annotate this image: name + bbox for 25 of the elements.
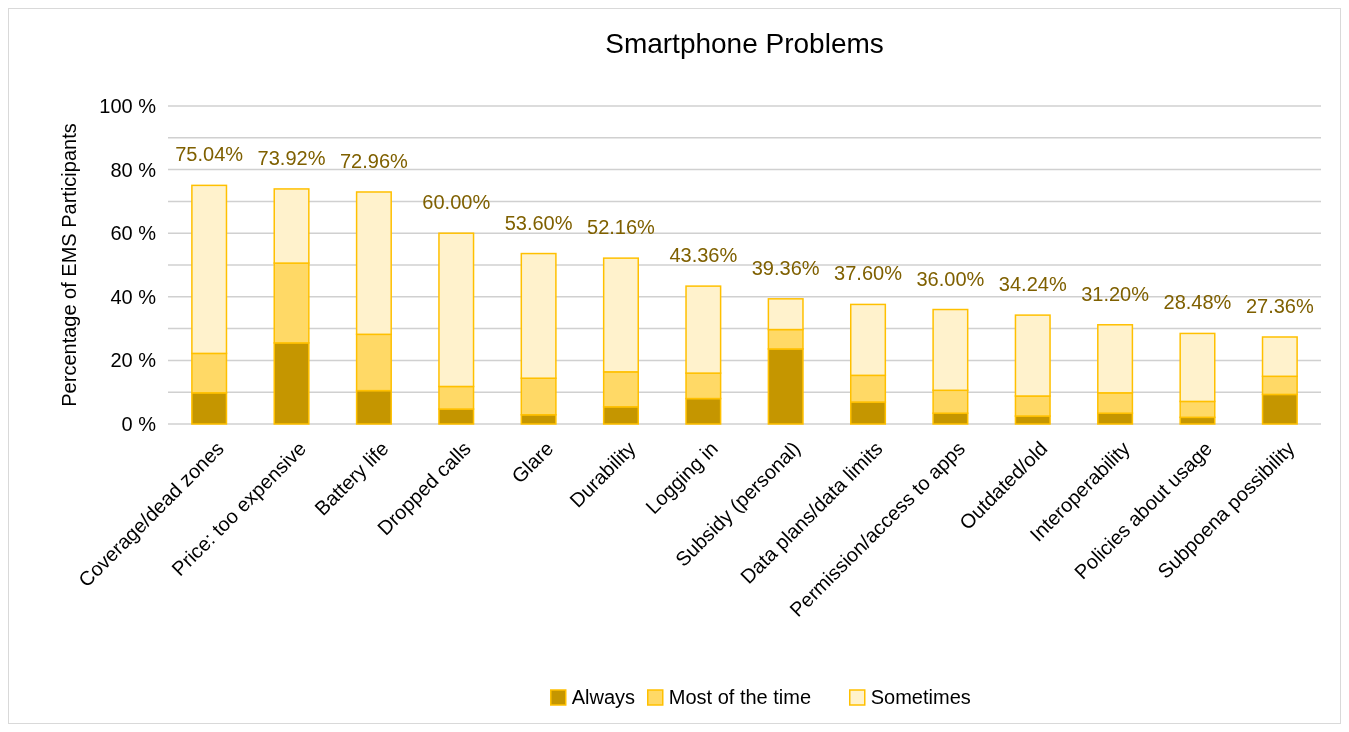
total-label: 72.96% [339,149,409,172]
total-label: 36.00% [916,267,985,290]
y-tick-label: 20 % [110,349,157,372]
total-label: 28.48% [1163,291,1232,314]
y-tick-label: 40 % [110,285,157,308]
total-label: 37.60% [834,262,903,285]
total-label: 34.24% [998,273,1067,296]
total-label: 75.04% [175,143,244,166]
y-tick-label: 60 % [110,222,157,245]
legend-label: Most of the time [668,686,812,708]
total-label: 43.36% [669,244,738,267]
y-tick-label: 0 % [121,413,157,435]
total-label: 27.36% [1245,295,1314,317]
total-label: 60.00% [422,191,491,214]
total-label: 31.20% [1081,282,1150,305]
y-axis-title: Percentage of EMS Participants [58,123,80,407]
y-tick-label: 100 % [99,95,157,117]
y-tick-label: 80 % [110,158,157,181]
legend-label: Sometimes [870,686,971,708]
chart-title: Smartphone Problems [605,28,884,59]
total-label: 39.36% [751,256,820,279]
total-label: 52.16% [587,216,656,239]
total-label: 53.60% [504,211,573,234]
total-label: 73.92% [257,146,326,169]
legend-label: Always [571,686,636,708]
